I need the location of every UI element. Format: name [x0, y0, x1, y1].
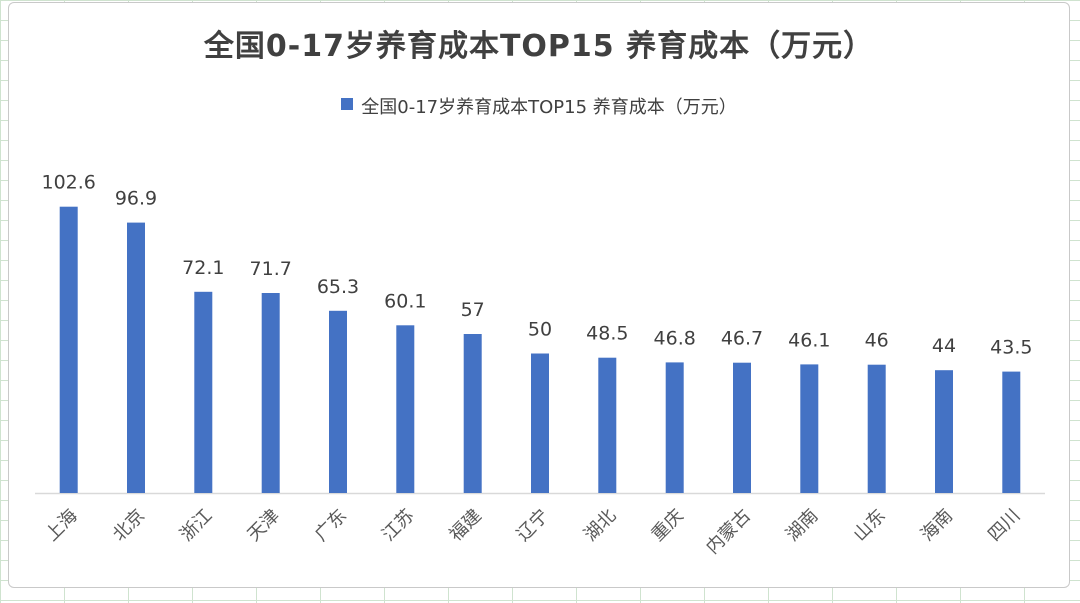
bar — [867, 364, 886, 493]
legend-swatch — [341, 98, 354, 110]
category-label: 山东 — [849, 505, 889, 545]
bar-value-label: 50 — [528, 319, 552, 341]
bar — [800, 364, 819, 493]
bar-value-label: 48.5 — [586, 323, 628, 345]
bar-value-label: 60.1 — [384, 290, 426, 312]
bar — [261, 293, 280, 493]
bar — [127, 222, 145, 493]
chart-card: 全国0-17岁养育成本TOP15 养育成本（万元） 全国0-17岁养育成本TOP… — [8, 2, 1070, 588]
category-label: 四川 — [984, 505, 1024, 545]
bar-value-label: 46.8 — [654, 327, 696, 349]
bar-value-label: 46.7 — [721, 328, 763, 350]
bar — [531, 353, 549, 493]
legend-label: 全国0-17岁养育成本TOP15 养育成本（万元） — [361, 97, 737, 118]
category-label: 湖北 — [580, 505, 620, 545]
chart-title: 全国0-17岁养育成本TOP15 养育成本（万元） — [203, 29, 875, 64]
category-label: 湖南 — [782, 505, 822, 545]
bar-value-label: 46.1 — [788, 329, 830, 351]
bar-value-label: 102.6 — [41, 172, 95, 194]
bar-value-label: 57 — [461, 299, 485, 321]
category-label: 浙江 — [176, 505, 216, 545]
bar — [463, 334, 482, 493]
legend: 全国0-17岁养育成本TOP15 养育成本（万元） — [9, 93, 1069, 119]
category-label: 江苏 — [378, 505, 418, 545]
bar — [665, 362, 684, 493]
bar-value-label: 43.5 — [990, 337, 1032, 359]
bar — [733, 362, 751, 493]
bar-value-label: 46 — [865, 330, 889, 352]
bar — [194, 291, 213, 493]
category-label: 福建 — [445, 505, 485, 545]
bar — [598, 357, 617, 493]
bar-value-label: 44 — [932, 335, 956, 357]
bar-plot: 102.6 上海 96.9 北京 72.1 浙江 71.7 天津 65.3 广东 60.1 江苏 57 福… — [35, 172, 1045, 558]
category-label: 北京 — [109, 505, 149, 545]
bar — [1002, 371, 1021, 493]
bar-value-label: 65.3 — [317, 276, 359, 298]
category-label: 广东 — [311, 505, 351, 545]
bar — [329, 310, 347, 493]
bar — [396, 325, 415, 493]
bar — [935, 370, 953, 493]
category-label: 辽宁 — [513, 505, 553, 545]
category-label: 天津 — [243, 505, 283, 545]
bar — [59, 206, 78, 493]
category-label: 内蒙古 — [702, 505, 755, 558]
category-label: 重庆 — [647, 505, 687, 545]
bar-value-label: 96.9 — [115, 188, 157, 210]
bar-value-label: 72.1 — [182, 257, 224, 279]
category-label: 上海 — [41, 505, 81, 545]
category-label: 海南 — [917, 505, 957, 545]
bar-value-label: 71.7 — [250, 258, 292, 280]
